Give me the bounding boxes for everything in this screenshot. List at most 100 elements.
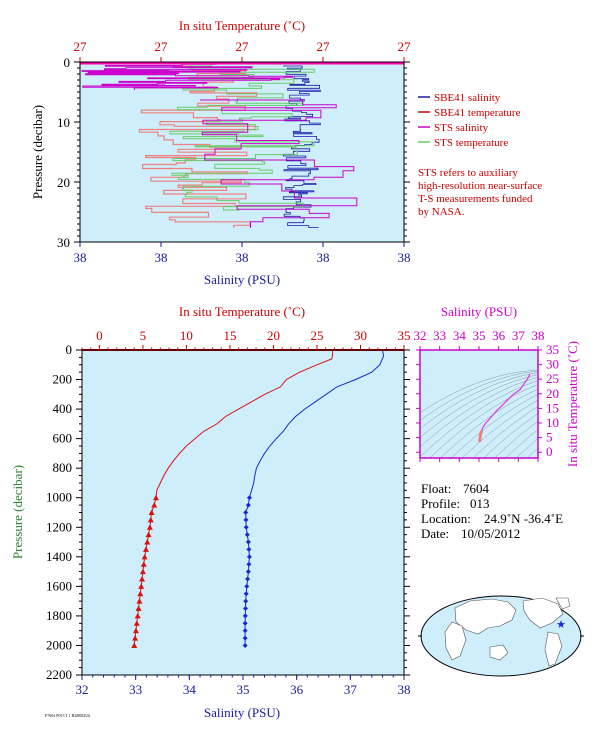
ts-salinity-tick-label: 34 (453, 328, 467, 343)
float-info: Float: 7604 Profile: 013 Location: 24.9˚… (421, 481, 563, 541)
legend-sts-temperature: STS temperature (434, 137, 508, 149)
p2-sal-tick-label: 37 (344, 682, 358, 697)
p1-top-tick-2: 27 (236, 39, 250, 54)
ts-temperature-tick-label: 30 (546, 357, 559, 372)
p1-x-tick-2: 38 (236, 250, 249, 265)
p2-temp-tick-label: 0 (96, 328, 103, 343)
p2-sal-tick-label: 38 (398, 682, 411, 697)
isopycnal-contour (528, 447, 539, 458)
salinity-marker (243, 606, 249, 612)
ts-point (479, 430, 483, 434)
salinity-marker (243, 524, 249, 530)
ts-salinity-tick-label: 38 (532, 328, 545, 343)
temperature-marker (146, 524, 153, 530)
p1-note: STS refers to auxiliary high-resolution … (418, 167, 542, 218)
p2-sal-tick-label: 36 (290, 682, 304, 697)
p2-pressure-tick-label: 1600 (46, 578, 72, 593)
salinity-marker (242, 620, 248, 626)
ts-temperature-tick-label: 35 (546, 342, 559, 357)
p2-pressure-tick-label: 2200 (46, 667, 72, 682)
isopycnal-contour (419, 380, 539, 458)
profile-label: Profile: (421, 496, 460, 511)
salinity-marker (244, 532, 250, 538)
ts-temperature-tick-label: 10 (546, 415, 559, 430)
ts-salinity-tick-label: 37 (512, 328, 526, 343)
isopycnal-contour (503, 429, 539, 461)
note-line-1: STS refers to auxiliary (418, 167, 518, 179)
temperature-marker (132, 635, 139, 641)
temperature-marker (132, 627, 139, 634)
salinity-marker (243, 510, 249, 515)
p2-sal-tick-label: 32 (76, 682, 89, 697)
legend-sts-salinity: STS salinity (434, 122, 489, 134)
p1-x-tick-0: 38 (74, 250, 87, 265)
p2-y-axis-title: Pressure (decibar) (10, 465, 25, 559)
p1-x-tick-3: 38 (317, 250, 330, 265)
continent-australia (489, 644, 509, 661)
p1-top-tick-4: 27 (398, 39, 412, 54)
isopycnal-contour (483, 413, 539, 459)
p2-top-axis-title: In situ Temperature (˚C) (179, 304, 305, 319)
continent-south-america (544, 631, 563, 667)
continent-north-america (522, 597, 564, 629)
temperature-marker (144, 539, 151, 545)
world-map: ★ (418, 595, 584, 677)
isopycnal-contour (449, 394, 539, 461)
p1-sts-salinity-trace (81, 62, 294, 90)
temperature-marker (139, 575, 146, 582)
p1-top-tick-3: 27 (317, 39, 331, 54)
location-value: 24.9˚N -36.4˚E (484, 511, 563, 526)
ts-temperature-tick-label: 25 (546, 371, 559, 386)
world-map-continents (444, 597, 571, 667)
legend-sbe41-salinity: SBE41 salinity (434, 92, 501, 104)
note-line-2: high-resolution near-surface (418, 180, 542, 192)
p2-temperature-tick-labels: 0 5 10 15 20 25 30 35 (96, 328, 410, 343)
p2-pressure-tick-label: 600 (53, 431, 73, 446)
legend-sbe41-temperature: SBE41 temperature (434, 107, 521, 119)
p1-x-tick-4: 38 (398, 250, 411, 265)
temperature-marker (145, 531, 152, 538)
ts-right-axis-title: In situ Temperature (˚C) (565, 341, 580, 467)
isopycnal-contour (439, 388, 539, 460)
temperature-marker (148, 509, 155, 515)
ts-data-line (478, 373, 531, 443)
temperature-marker (134, 612, 141, 619)
salinity-marker (242, 642, 248, 648)
p2-pressure-tick-label: 0 (66, 342, 73, 357)
ts-salinity-tick-label: 32 (414, 328, 427, 343)
ts-temperature-tick-label: 5 (546, 430, 553, 445)
ts-salinity-tick-label: 35 (473, 328, 486, 343)
p2-sal-tick-label: 33 (129, 682, 142, 697)
ts-temperature-tick-label: 15 (546, 400, 559, 415)
float-value: 7604 (463, 481, 490, 496)
salinity-marker (245, 502, 251, 508)
profile-panel: In situ Temperature (˚C) 0 5 10 15 20 25 30 35 … (10, 304, 411, 720)
p2-pressure-tick-label: 2000 (46, 637, 72, 652)
near-surface-panel: In situ Temperature (˚C) 27 27 27 27 27 … (30, 18, 542, 287)
p1-legend: SBE41 salinity SBE41 temperature STS sal… (418, 92, 521, 149)
temperature-marker (139, 568, 146, 575)
p1-y-axis-title: Pressure (decibar) (30, 105, 45, 199)
note-line-3: T-S measurements funded (418, 193, 533, 205)
p2-pressure-tick-label: 1200 (46, 519, 72, 534)
temperature-marker (152, 494, 159, 501)
temperature-marker (131, 642, 138, 648)
p2-temp-tick-label: 25 (310, 328, 323, 343)
p1-data-lines (81, 62, 358, 228)
p2-data-lines (131, 349, 385, 648)
temperature-marker (138, 583, 145, 589)
salinity-marker (246, 495, 252, 501)
p1-sbe41-temperature-trace (135, 65, 258, 228)
ts-salinity-tick-label: 36 (492, 328, 506, 343)
salinity-marker (246, 561, 252, 567)
p1-y-tick-2: 20 (57, 175, 70, 190)
salinity-marker (245, 569, 251, 575)
float-label: Float: (421, 481, 451, 496)
ts-point (478, 438, 482, 443)
temperature-marker (135, 605, 142, 612)
date-value: 10/05/2012 (461, 526, 520, 541)
p1-y-tick-0: 0 (64, 55, 71, 70)
salinity-marker (246, 546, 252, 552)
isopycnal-contour (513, 438, 539, 462)
